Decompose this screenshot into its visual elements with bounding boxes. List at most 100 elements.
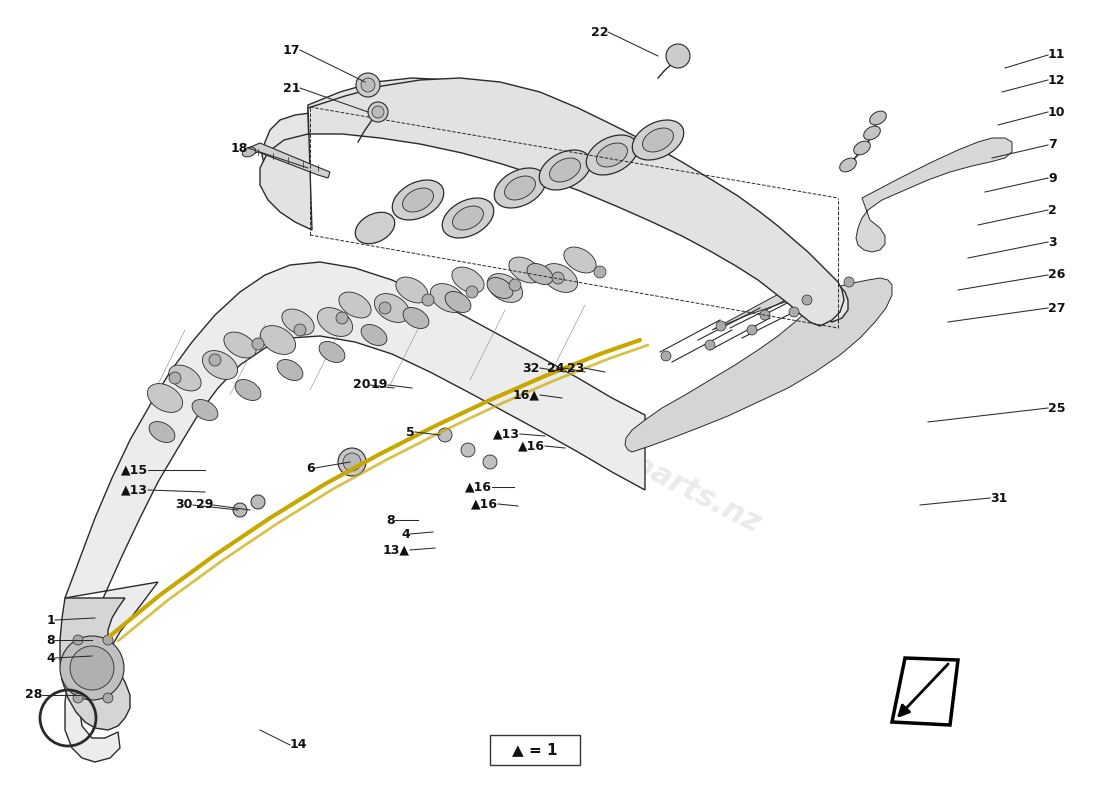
- Text: 6: 6: [307, 462, 315, 474]
- Ellipse shape: [864, 126, 880, 140]
- Circle shape: [552, 272, 564, 284]
- Text: 4: 4: [402, 527, 410, 541]
- Ellipse shape: [224, 332, 256, 358]
- Text: ▲15: ▲15: [121, 463, 148, 477]
- Ellipse shape: [403, 188, 433, 212]
- Text: 18: 18: [231, 142, 248, 154]
- Ellipse shape: [277, 359, 302, 381]
- Circle shape: [103, 693, 113, 703]
- Circle shape: [844, 277, 854, 287]
- Text: 14: 14: [290, 738, 308, 751]
- Circle shape: [336, 312, 348, 324]
- Circle shape: [789, 307, 799, 317]
- Ellipse shape: [509, 257, 541, 283]
- Circle shape: [233, 503, 248, 517]
- Circle shape: [103, 635, 113, 645]
- Ellipse shape: [452, 206, 484, 230]
- Polygon shape: [246, 143, 330, 178]
- Circle shape: [338, 448, 366, 476]
- Text: 22: 22: [591, 26, 608, 38]
- Circle shape: [73, 635, 82, 645]
- Circle shape: [483, 455, 497, 469]
- Text: 4: 4: [46, 651, 55, 665]
- Text: 5: 5: [406, 426, 415, 438]
- Ellipse shape: [487, 274, 522, 302]
- Ellipse shape: [339, 292, 371, 318]
- Text: 28: 28: [24, 689, 42, 702]
- Text: 17: 17: [283, 43, 300, 57]
- Ellipse shape: [542, 263, 578, 293]
- Circle shape: [209, 354, 221, 366]
- Circle shape: [666, 44, 690, 68]
- Circle shape: [368, 102, 388, 122]
- Circle shape: [294, 324, 306, 336]
- Ellipse shape: [550, 158, 581, 182]
- Text: 3: 3: [1048, 235, 1057, 249]
- Ellipse shape: [854, 141, 870, 155]
- Circle shape: [661, 351, 671, 361]
- Text: 2: 2: [1048, 203, 1057, 217]
- Ellipse shape: [870, 111, 887, 125]
- Polygon shape: [60, 598, 130, 730]
- Circle shape: [343, 453, 361, 471]
- Text: ▲16: ▲16: [471, 498, 498, 510]
- Circle shape: [422, 294, 435, 306]
- Text: 25: 25: [1048, 402, 1066, 414]
- Ellipse shape: [396, 277, 428, 303]
- Ellipse shape: [430, 283, 465, 313]
- Text: 27: 27: [1048, 302, 1066, 314]
- Circle shape: [251, 495, 265, 509]
- Text: 19: 19: [371, 378, 388, 391]
- Circle shape: [252, 338, 264, 350]
- Text: ▲ = 1: ▲ = 1: [513, 742, 558, 758]
- Text: 31: 31: [990, 491, 1008, 505]
- Polygon shape: [260, 78, 844, 326]
- Ellipse shape: [494, 168, 546, 208]
- Text: custom.motorcycleparts.nz: custom.motorcycleparts.nz: [334, 301, 766, 539]
- Text: 21: 21: [283, 82, 300, 94]
- Circle shape: [594, 266, 606, 278]
- Text: 11: 11: [1048, 49, 1066, 62]
- Text: 20: 20: [352, 378, 370, 391]
- Circle shape: [466, 286, 478, 298]
- Text: 9: 9: [1048, 171, 1057, 185]
- Circle shape: [169, 372, 182, 384]
- Text: 29: 29: [196, 498, 213, 511]
- Text: 26: 26: [1048, 269, 1066, 282]
- Circle shape: [60, 636, 124, 700]
- Ellipse shape: [282, 309, 315, 335]
- Ellipse shape: [539, 150, 591, 190]
- Text: ▲16: ▲16: [465, 481, 492, 494]
- Text: 23: 23: [566, 362, 584, 374]
- Ellipse shape: [374, 294, 409, 322]
- Ellipse shape: [202, 350, 238, 379]
- Ellipse shape: [403, 307, 429, 329]
- Circle shape: [379, 302, 390, 314]
- Text: 32: 32: [522, 362, 540, 374]
- Ellipse shape: [586, 135, 638, 175]
- Polygon shape: [65, 262, 645, 762]
- Circle shape: [361, 78, 375, 92]
- Ellipse shape: [242, 147, 256, 157]
- Circle shape: [461, 443, 475, 457]
- Ellipse shape: [642, 128, 673, 152]
- Text: 13▲: 13▲: [383, 543, 410, 557]
- Ellipse shape: [393, 180, 443, 220]
- Polygon shape: [856, 138, 1012, 252]
- Polygon shape: [262, 78, 848, 322]
- Ellipse shape: [169, 365, 201, 391]
- Circle shape: [70, 646, 114, 690]
- Ellipse shape: [147, 383, 183, 413]
- Text: ▲13: ▲13: [493, 427, 520, 441]
- Polygon shape: [625, 276, 892, 452]
- Circle shape: [73, 693, 82, 703]
- Circle shape: [438, 428, 452, 442]
- Text: 10: 10: [1048, 106, 1066, 118]
- Circle shape: [747, 325, 757, 335]
- Circle shape: [705, 340, 715, 350]
- Text: 16▲: 16▲: [513, 389, 540, 402]
- Ellipse shape: [192, 399, 218, 421]
- Circle shape: [372, 106, 384, 118]
- Ellipse shape: [596, 143, 627, 167]
- Bar: [490, 735, 580, 765]
